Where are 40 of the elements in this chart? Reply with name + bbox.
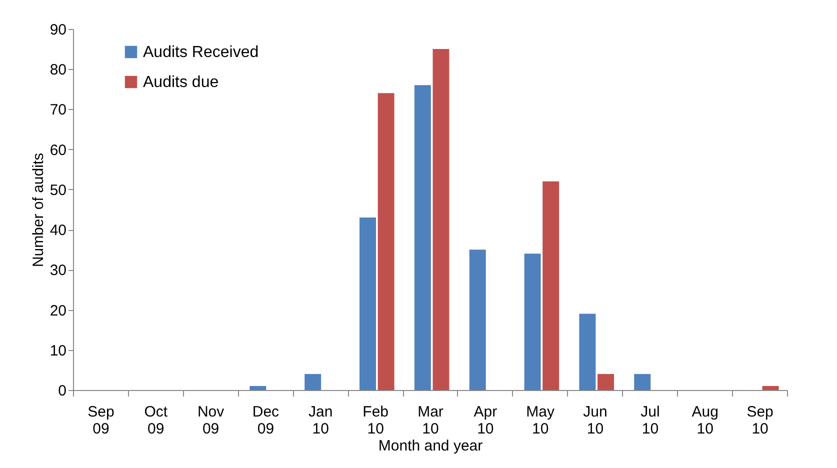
bar (598, 374, 614, 390)
y-tick-label: 60 (50, 142, 66, 159)
y-axis-title: Number of audits (30, 152, 47, 268)
bar (360, 218, 376, 390)
y-tick-label: 0 (58, 382, 66, 400)
x-tick-label: Oct 09 (144, 404, 168, 438)
x-tick-label: Sep 09 (88, 404, 114, 438)
x-tick-label: Jun 10 (583, 404, 608, 438)
bar (762, 386, 779, 390)
x-tick-label: Feb 10 (362, 404, 389, 438)
y-tick-label: 30 (50, 262, 66, 280)
y-tick-label: 70 (50, 102, 66, 119)
bar (542, 181, 560, 390)
bar (378, 93, 394, 390)
x-tick-label: Apr 10 (474, 404, 498, 438)
x-tick-label: Sep 10 (746, 404, 774, 438)
x-tick-label: May 10 (526, 404, 556, 438)
legend-label: Audits due (143, 74, 219, 91)
x-tick-label: Jan 10 (308, 404, 333, 438)
y-tick-label: 80 (50, 62, 66, 79)
y-tick-label: 10 (50, 342, 66, 360)
bar (579, 314, 596, 390)
y-tick-label: 40 (50, 222, 66, 240)
x-tick-label: Mar 10 (418, 404, 444, 438)
legend-label: Audits Received (143, 44, 259, 61)
bar (469, 250, 486, 390)
x-axis-title: Month and year (378, 438, 483, 454)
bar (634, 374, 651, 390)
y-tick-label: 20 (50, 302, 66, 320)
x-tick-label: Aug 10 (692, 404, 718, 438)
y-tick-label: 50 (50, 182, 66, 199)
bar (250, 386, 266, 390)
bar (304, 374, 322, 390)
bar (524, 254, 541, 390)
bar (432, 49, 450, 390)
bar (414, 85, 431, 390)
x-tick-label: Jul 10 (640, 404, 660, 438)
x-tick-label: Nov 09 (197, 404, 225, 438)
x-tick-label: Dec 09 (252, 404, 280, 438)
y-tick-label: 90 (50, 22, 66, 38)
